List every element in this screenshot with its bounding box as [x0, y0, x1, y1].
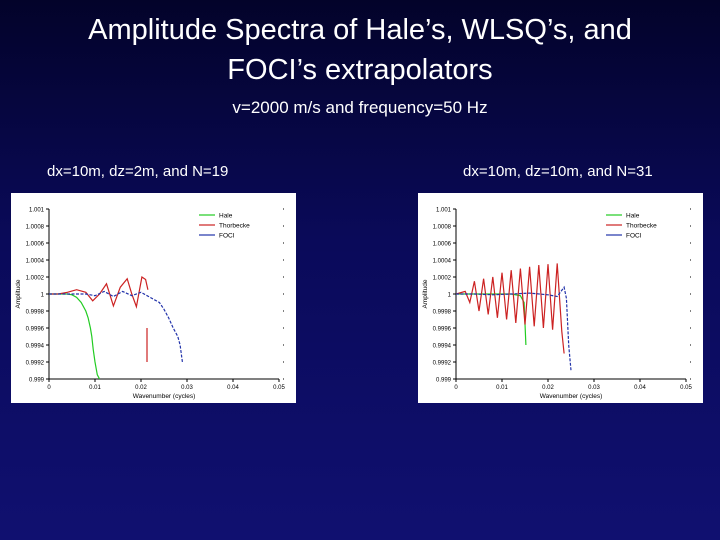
series-line-foci [49, 290, 183, 363]
x-tick-label: 0.03 [181, 385, 193, 391]
chart-svg-left: 1.001 1.0008 1.0006 1.0004 1.0002 1 0.9998 0.99… [15, 208, 285, 401]
x-tick-label: 0.04 [227, 385, 239, 391]
legend-label: FOCI [626, 233, 642, 240]
y-axis-label: Amplitude [422, 279, 429, 308]
y-tick-label: 1.0004 [26, 259, 45, 265]
legend-label: Thorbecke [626, 223, 657, 230]
y-tick-label: 0.9996 [433, 327, 452, 333]
y-tick-label: 1.0008 [433, 225, 452, 231]
y-tick-label: 0.999 [436, 378, 452, 384]
x-tick-label: 0.02 [542, 385, 554, 391]
y-axis-label: Amplitude [15, 279, 22, 308]
y-tick-label: 1.0008 [26, 225, 45, 231]
slide-title-line2: FOCI’s extrapolators [227, 54, 493, 86]
y-tick-label: 0.9992 [26, 361, 45, 367]
y-tick-label: 1 [448, 293, 452, 299]
y-tick-label: 0.9994 [433, 344, 452, 350]
series-line-thorbecke [49, 275, 149, 309]
series-line-thorbecke [456, 263, 565, 354]
y-tick-label: 1.0002 [433, 276, 452, 282]
series-group [49, 275, 183, 379]
slide-title: Amplitude Spectra of Hale’s, WLSQ’s, and… [0, 10, 720, 90]
x-tick-label: 0.05 [680, 385, 692, 391]
chart-caption-right: dx=10m, dz=10m, and N=31 [463, 163, 653, 180]
x-tick-label: 0.03 [588, 385, 600, 391]
y-tick-label: 1.0004 [433, 259, 452, 265]
legend-label: FOCI [219, 233, 235, 240]
series-line-foci [456, 285, 572, 371]
legend-label: Thorbecke [219, 223, 250, 230]
amplitude-chart-right: 1.001 1.0008 1.0006 1.0004 1.0002 1 0.9998 0.99… [418, 193, 703, 403]
x-tick-label: 0.01 [89, 385, 101, 391]
series-line-hale [49, 293, 101, 379]
x-axis-label: Wavenumber (cycles) [540, 393, 603, 400]
x-tick-label: 0.02 [135, 385, 147, 391]
y-tick-label: 0.9998 [26, 310, 45, 316]
y-tick-label: 0.9994 [26, 344, 45, 350]
y-tick-label: 0.999 [29, 378, 45, 384]
slide-title-line1: Amplitude Spectra of Hale’s, WLSQ’s, and [88, 14, 632, 46]
x-tick-label: 0.01 [496, 385, 508, 391]
y-tick-label: 1.0002 [26, 276, 45, 282]
y-tick-label: 1.0006 [433, 242, 452, 248]
x-tick-label: 0 [454, 385, 458, 391]
series-group [456, 263, 572, 371]
y-tick-label: 1.001 [29, 208, 45, 214]
chart-svg-right: 1.001 1.0008 1.0006 1.0004 1.0002 1 0.9998 0.99… [422, 208, 692, 401]
y-tick-label: 1.001 [436, 208, 452, 214]
slide-subtitle: v=2000 m/s and frequency=50 Hz [232, 98, 488, 117]
y-tick-label: 1.0006 [26, 242, 45, 248]
x-tick-label: 0.04 [634, 385, 646, 391]
legend-label: Hale [626, 213, 640, 220]
y-tick-label: 1 [41, 293, 45, 299]
x-tick-label: 0.05 [273, 385, 285, 391]
y-tick-label: 0.9992 [433, 361, 452, 367]
legend-label: Hale [219, 213, 233, 220]
y-tick-label: 0.9998 [433, 310, 452, 316]
amplitude-chart-left: 1.001 1.0008 1.0006 1.0004 1.0002 1 0.9998 0.99… [11, 193, 296, 403]
x-tick-label: 0 [47, 385, 51, 391]
y-tick-label: 0.9996 [26, 327, 45, 333]
x-axis-label: Wavenumber (cycles) [133, 393, 196, 400]
chart-caption-left: dx=10m, dz=2m, and N=19 [47, 163, 229, 180]
